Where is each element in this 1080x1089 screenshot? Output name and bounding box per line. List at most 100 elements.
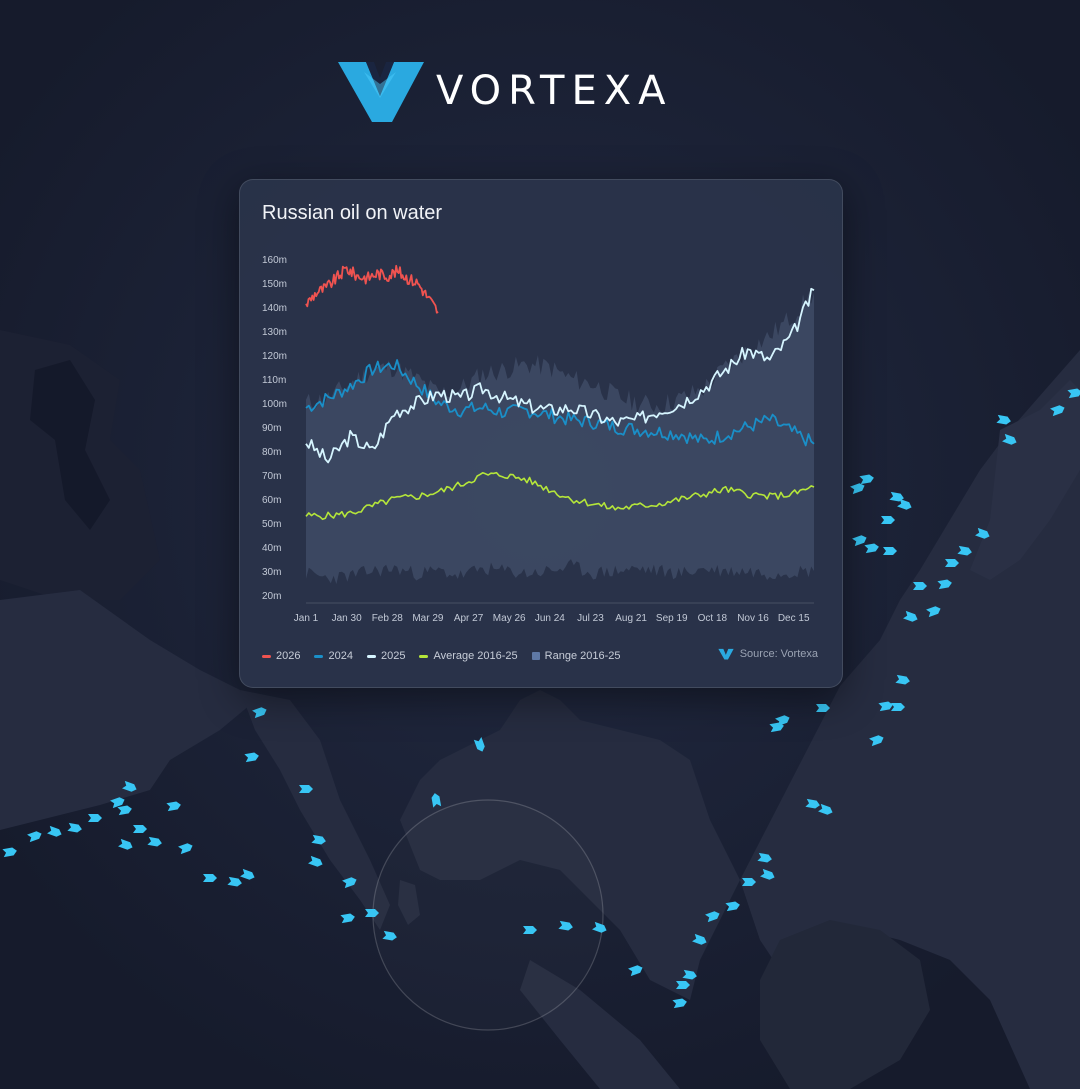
vessel-marker [903, 610, 918, 622]
brand-header: VORTEXA [336, 58, 746, 124]
brand-name: VORTEXA [436, 68, 673, 114]
x-tick-label: Nov 16 [737, 613, 769, 624]
x-tick-label: Sep 19 [656, 613, 688, 624]
x-tick-label: Jan 30 [332, 613, 362, 624]
series-line-2026 [305, 264, 439, 314]
chart-card: Russian oil on water 20m 30m 40m 50m 60m 70m 8… [239, 179, 843, 688]
x-tick-label: Dec 15 [778, 613, 810, 624]
series-line-2024 [305, 359, 815, 447]
legend-entry[interactable]: Average 2016-25 [419, 650, 518, 662]
vessel-marker [117, 805, 132, 816]
chart-legend: 2026 2024 2025 Average 2016-25 Range 2016-25 [262, 650, 621, 662]
vessel-marker [816, 704, 830, 712]
vessel-marker [705, 911, 720, 923]
vessel-marker [996, 414, 1011, 425]
legend-swatch [531, 652, 540, 660]
vessel-marker [805, 798, 820, 809]
vessel-marker [692, 933, 707, 945]
y-tick-label: 30m [262, 567, 281, 578]
series-range-band [306, 292, 814, 585]
vessel-marker [473, 737, 485, 752]
vessel-marker [742, 878, 756, 886]
vessel-marker [926, 606, 941, 618]
legend-label: Range 2016-25 [544, 650, 621, 662]
legend-entry[interactable]: 2026 [262, 650, 300, 662]
vessel-marker [881, 516, 895, 524]
vessel-marker [757, 852, 772, 863]
vessel-marker [725, 901, 740, 912]
legend-swatch [419, 654, 429, 658]
vessel-marker [47, 825, 62, 837]
legend-label: Average 2016-25 [433, 650, 518, 662]
vessel-markers [2, 388, 1080, 1009]
vessel-marker [240, 868, 255, 880]
vessel-marker [558, 920, 573, 931]
vessel-marker [252, 707, 267, 719]
vessel-marker [676, 981, 690, 989]
y-tick-label: 20m [262, 591, 281, 602]
series-line-average-2016-25 [305, 471, 815, 521]
vessel-marker [118, 838, 133, 850]
land-caspian [30, 360, 110, 530]
vessel-marker [672, 998, 687, 1009]
legend-label: 2024 [328, 650, 353, 662]
vessel-marker [818, 803, 833, 815]
vessel-marker [769, 722, 784, 733]
vessel-marker [682, 969, 697, 980]
vessel-marker [88, 814, 102, 822]
vessel-marker [864, 543, 879, 554]
land-arabia-iran [0, 590, 250, 830]
y-tick-label: 60m [262, 495, 281, 506]
vessel-marker [1067, 388, 1080, 399]
vessel-marker [523, 926, 537, 934]
y-tick-label: 100m [262, 399, 287, 410]
vessel-marker [227, 876, 242, 887]
vessel-marker [340, 913, 355, 924]
x-tick-label: Jan 1 [294, 613, 319, 624]
legend-entry[interactable]: 2024 [314, 650, 353, 662]
x-tick-label: May 26 [493, 613, 526, 624]
y-tick-label: 80m [262, 447, 281, 458]
legend-entry[interactable]: Range 2016-25 [531, 650, 621, 662]
land-srilanka [398, 880, 420, 925]
vessel-marker [1050, 405, 1065, 417]
y-tick-label: 130m [262, 327, 287, 338]
landmasses [0, 330, 1080, 1089]
vessel-marker [133, 825, 147, 833]
legend-swatch [314, 654, 324, 658]
land-sumatra [520, 960, 680, 1089]
source-note: Source: Vortexa [718, 648, 818, 660]
legend-swatch [366, 654, 376, 658]
vessel-marker [945, 559, 959, 567]
vessel-marker [897, 498, 912, 510]
vessel-marker [878, 701, 893, 712]
vessel-marker [852, 535, 867, 547]
vessel-marker [382, 930, 397, 941]
vessel-marker [895, 674, 910, 685]
vessel-marker [431, 793, 442, 808]
vessel-marker [592, 921, 607, 933]
y-tick-label: 140m [262, 303, 287, 314]
vessel-marker [122, 780, 137, 792]
y-tick-label: 110m [262, 375, 286, 386]
vortexa-logo-icon [338, 62, 424, 122]
y-tick-label: 40m [262, 543, 281, 554]
vessel-marker [299, 785, 313, 793]
line-chart: 20m 30m 40m 50m 60m 70m 80m 90m 100m 110m 120m 130m… [262, 255, 815, 624]
vessel-marker [859, 474, 874, 485]
land-japan [970, 380, 1080, 580]
y-tick-label: 50m [262, 519, 281, 530]
legend-entry[interactable]: 2025 [366, 650, 405, 662]
legend-label: 2026 [276, 650, 301, 662]
vessel-marker [913, 582, 927, 590]
vessel-marker [203, 874, 217, 882]
vessel-marker [178, 843, 193, 855]
x-tick-label: Aug 21 [615, 613, 647, 624]
vessel-marker [110, 797, 125, 809]
x-tick-label: Apr 27 [454, 613, 484, 624]
vessel-marker [957, 545, 972, 556]
vessel-marker [166, 801, 181, 812]
vessel-marker [1002, 433, 1017, 445]
land-india [240, 690, 390, 930]
y-tick-label: 70m [262, 471, 281, 482]
